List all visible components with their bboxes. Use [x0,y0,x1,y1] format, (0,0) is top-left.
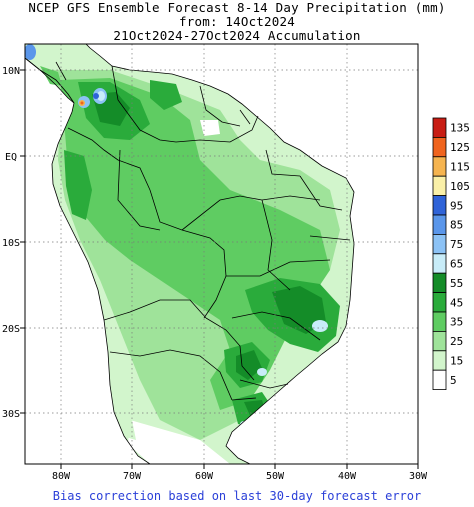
legend-label: 65 [450,258,463,271]
lat-label: 10S [2,238,20,249]
lon-label: 30W [409,471,428,482]
legend-label: 125 [450,141,470,154]
legend-label: 45 [450,296,463,309]
legend-label: 85 [450,219,463,232]
lat-label: EQ [5,152,17,163]
lon-label: 50W [266,471,285,482]
lat-label: 20S [2,324,20,335]
tick-marks [20,69,419,469]
legend-label: 75 [450,238,463,251]
lat-label: 30S [2,409,20,420]
legend-swatch [432,175,447,196]
lon-label: 80W [52,471,71,482]
legend-swatch [432,253,447,274]
legend-swatch [432,136,447,158]
map-title: NCEP GFS Ensemble Forecast 8-14 Day Prec… [28,0,446,15]
latitude-labels: 10N EQ 10S 20S 30S [2,66,20,420]
legend-label: 135 [450,122,470,135]
legend-label: 105 [450,180,470,193]
precipitation-legend: 135 125 115 105 95 85 75 65 55 45 35 25 15 5 [432,117,470,391]
legend-label: 5 [450,374,457,387]
longitude-labels: 80W 70W 60W 50W 40W 30W [52,471,428,482]
legend-label: 35 [450,316,463,329]
lon-label: 60W [195,471,214,482]
accumulation-period: 21Oct2024-27Oct2024 Accumulation [113,28,361,43]
legend-label: 15 [450,355,463,368]
legend-swatch [432,233,447,255]
legend-swatch [432,214,447,235]
legend-swatch [432,117,447,138]
legend-swatch [432,369,447,391]
plot-frame [24,43,419,465]
legend-label: 55 [450,277,463,290]
lat-label: 10N [2,66,20,77]
legend-swatch [432,272,447,294]
legend-swatch [432,311,447,332]
legend-swatch [432,330,447,352]
legend-swatch [432,195,447,216]
bias-correction-note: Bias correction based on last 30-day for… [52,489,422,503]
lon-label: 40W [338,471,357,482]
legend-label: 25 [450,335,463,348]
lon-label: 70W [123,471,142,482]
legend-swatch [432,156,447,177]
legend-label: 115 [450,161,470,174]
legend-swatch [432,292,447,313]
coastlines [25,44,355,464]
legend-label: 95 [450,199,463,212]
forecast-issue-date: from: 14Oct2024 [179,14,295,29]
legend-swatch [432,350,447,371]
